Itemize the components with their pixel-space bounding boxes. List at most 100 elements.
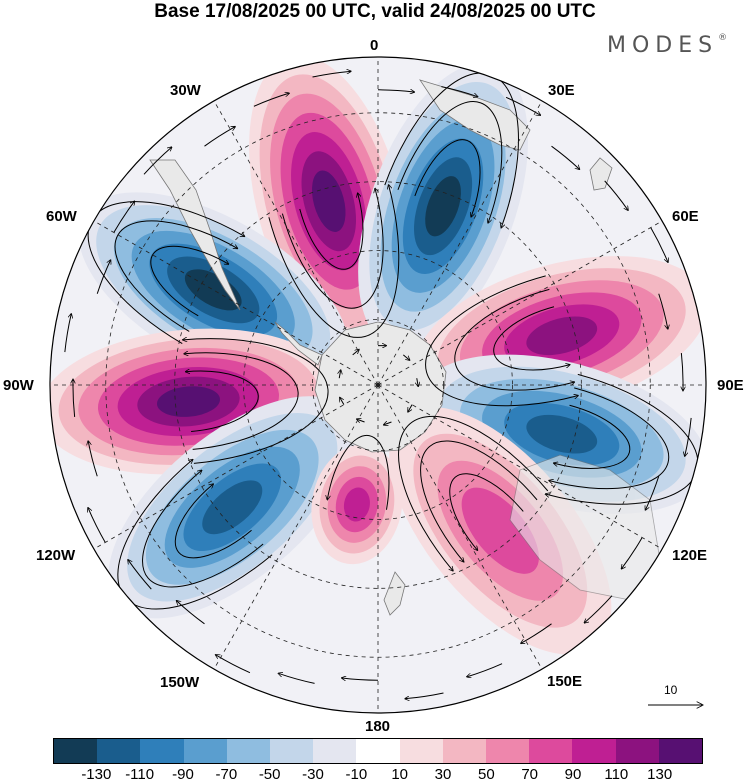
streamline (281, 189, 384, 309)
meridian (213, 100, 379, 386)
colorbar-tick-label: 110 (604, 766, 629, 783)
colorbar-tick-label: -10 (345, 766, 368, 783)
lon-label-120w: 120W (36, 547, 76, 564)
landmasses (149, 79, 661, 616)
wind-arrow (279, 673, 315, 684)
streamline (397, 101, 503, 222)
streamline-gyre (327, 434, 390, 510)
colorbar-tick-label: -30 (302, 766, 324, 783)
lon-label-30w: 30W (170, 82, 201, 99)
wind-arrow (521, 623, 552, 643)
vector-reference-label: 10 (664, 683, 678, 697)
wind-arrow (417, 378, 418, 386)
map-border (49, 56, 707, 714)
wind-arrow (96, 260, 110, 294)
lon-label-0: 0 (370, 37, 379, 54)
streamline (183, 328, 329, 464)
wind-arrow (384, 422, 392, 425)
latitude-circle (243, 250, 513, 520)
wind-arrow (216, 655, 251, 674)
anomaly-field (50, 57, 706, 655)
colorbar-tick-label: -50 (258, 766, 281, 783)
streamline (174, 484, 252, 559)
lon-label-150e: 150E (547, 673, 583, 690)
streamline (327, 434, 390, 510)
colorbar-tick-label: 30 (434, 766, 452, 783)
streamline (454, 288, 574, 391)
wind-arrow (658, 293, 668, 329)
streamline (299, 193, 364, 270)
colorbar-segment (399, 739, 443, 763)
lon-label-90w: 90W (3, 377, 34, 394)
colorbar-tick-label: 50 (477, 766, 495, 783)
anomaly-contour (202, 480, 263, 535)
streamline (398, 415, 549, 571)
graticule (50, 57, 706, 713)
new-zealand-land (383, 571, 406, 616)
wind-arrow (128, 560, 152, 590)
wind-arrow (551, 145, 580, 169)
anomaly-contour (156, 386, 220, 417)
anomaly-contour (526, 414, 598, 454)
anomaly-magenta-ross (311, 444, 403, 565)
colorbar-tick-label: -110 (125, 766, 155, 783)
lon-label-60e: 60E (672, 208, 699, 225)
wind-arrow (342, 678, 379, 680)
wind-arrow (64, 314, 71, 353)
wind-arrow (204, 127, 234, 147)
colorbar-segment (313, 739, 357, 763)
vector-reference-arrow (648, 683, 708, 713)
south-america-land (149, 159, 241, 311)
wind-arrow (441, 86, 477, 97)
anomaly-contour (461, 487, 539, 574)
map-disc (50, 57, 706, 713)
meridian (377, 384, 543, 670)
colorbar-segment (140, 739, 184, 763)
wind-arrow (177, 601, 205, 625)
colorbar-tick-label: 130 (647, 766, 673, 783)
anomaly-contour (343, 487, 370, 522)
colorbar-segment (226, 739, 271, 763)
wind-arrow (340, 398, 345, 405)
streamline (449, 473, 524, 550)
colorbar-segment (486, 739, 530, 763)
wind-arrow (405, 692, 444, 699)
anomaly-magenta-tasman (389, 406, 612, 655)
anomaly-contour (184, 269, 242, 311)
wind-arrow (357, 419, 365, 422)
streamline (150, 245, 229, 317)
wind-arrow (685, 417, 692, 456)
streamline-gyre (398, 415, 549, 571)
registered-mark: ® (718, 32, 728, 43)
wind-arrow (408, 404, 413, 412)
polar-map (49, 56, 707, 714)
streamline (268, 185, 400, 338)
colorbar-segment (529, 739, 573, 763)
wind-arrow (467, 663, 503, 677)
meridian (377, 100, 543, 386)
lon-label-30e: 30E (548, 82, 575, 99)
modes-logo: MODES® (607, 33, 727, 58)
colorbar-tick-label: -70 (215, 766, 238, 783)
lon-label-150w: 150W (160, 674, 200, 691)
wind-arrow (646, 476, 660, 510)
meridian (377, 384, 663, 550)
colorbar-segment (356, 739, 400, 763)
colorbar-tick-label: -130 (81, 766, 112, 783)
wind-arrow (339, 370, 340, 379)
colorbar-segment (97, 739, 141, 763)
anomaly-contour (526, 316, 598, 356)
colorbar-tick-label: -90 (172, 766, 194, 783)
streamline (554, 404, 631, 469)
streamline (142, 471, 264, 588)
meridian (377, 220, 663, 386)
wind-arrow (352, 350, 359, 356)
meridian (93, 384, 379, 550)
colorbar-tick-label: 10 (391, 766, 408, 783)
wind-arrow (585, 595, 613, 623)
streamline-gyre (268, 185, 400, 338)
anomaly-blue-east-atlantic (358, 63, 528, 350)
wind-arrow (143, 147, 171, 175)
colorbar-segment (270, 739, 314, 763)
chart-title: Base 17/08/2025 00 UTC, valid 24/08/2025… (154, 1, 596, 22)
